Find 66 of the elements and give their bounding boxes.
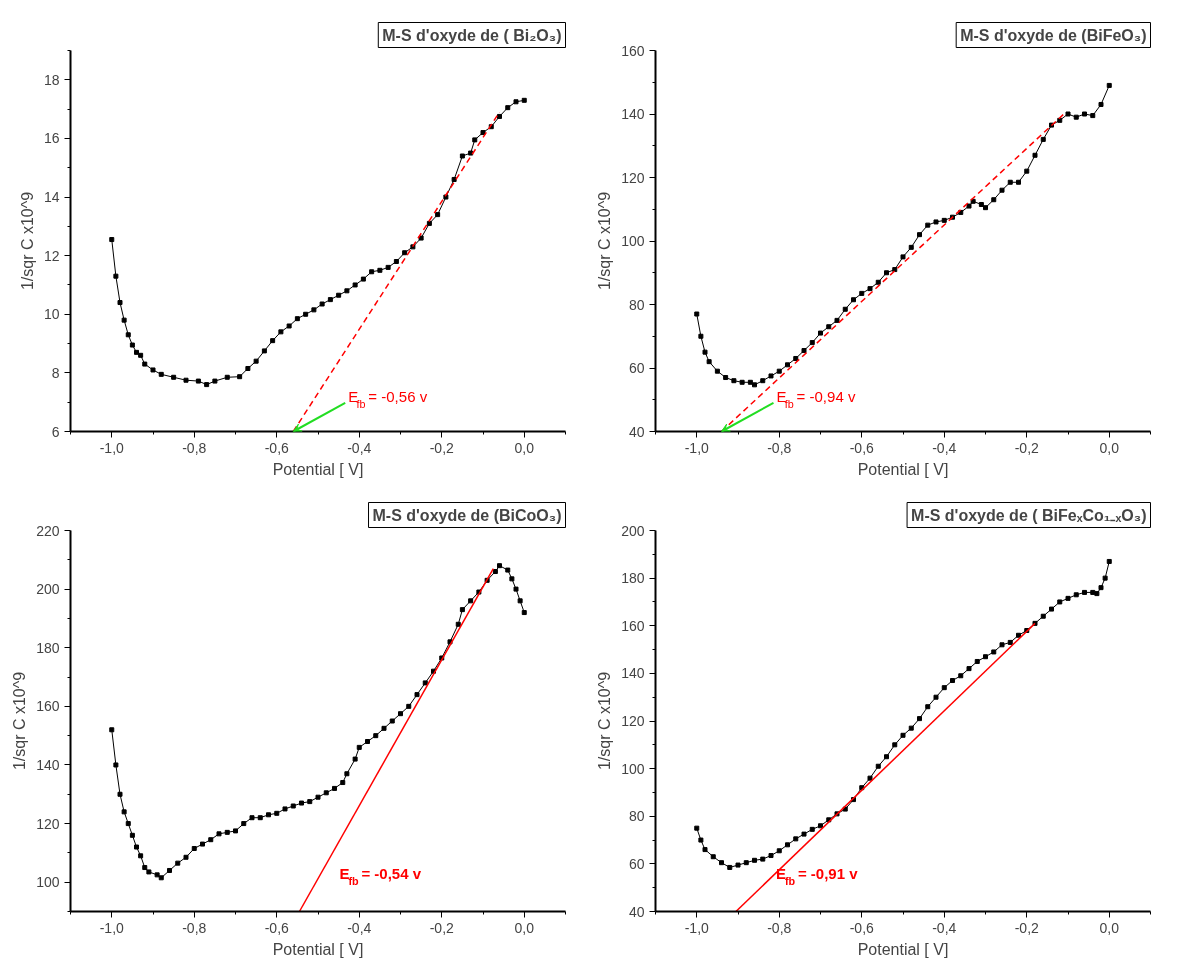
y-tick-label: 120 <box>621 169 645 186</box>
y-tick-label: 12 <box>43 247 60 264</box>
chart-title: M-S d'oxyde de ( Bi₂O₃) <box>382 26 562 44</box>
x-tick-label: -0,8 <box>767 439 792 456</box>
y-tick-label: 100 <box>621 760 645 777</box>
x-tick-label: -0,6 <box>849 919 875 936</box>
x-tick-label: 0,0 <box>514 919 535 936</box>
x-tick-label: -0,8 <box>182 439 207 456</box>
y-tick-label: 200 <box>36 581 60 598</box>
chart-title: M-S d'oxyde de (BiCoO₃) <box>372 506 562 524</box>
y-tick-label: 100 <box>621 233 645 249</box>
y-tick-label: 160 <box>621 42 645 59</box>
y-tick-label: 8 <box>51 364 60 381</box>
x-tick-label: 0,0 <box>514 439 535 456</box>
y-tick-label: 80 <box>628 808 645 825</box>
chart-title: M-S d'oxyde de ( BiFeₓCo₁₋ₓO₃) <box>911 506 1147 524</box>
x-tick-label: -0,2 <box>1014 439 1040 456</box>
x-tick-label: 0,0 <box>1099 439 1120 456</box>
x-axis-title: Potential [ V] <box>272 460 364 478</box>
y-axis-title: 1/sqr C x10^9 <box>596 191 614 291</box>
y-tick-label: 100 <box>36 874 60 891</box>
x-tick-label: -1,0 <box>99 919 125 936</box>
x-tick-label: -0,4 <box>932 919 957 936</box>
x-tick-label: -1,0 <box>99 439 125 456</box>
y-axis-title: 1/sqr C x10^9 <box>18 191 36 291</box>
x-tick-label: 0,0 <box>1099 919 1120 936</box>
x-tick-label: -0,4 <box>932 439 957 456</box>
x-tick-label: -0,4 <box>347 919 372 936</box>
y-tick-label: 220 <box>36 522 60 539</box>
x-tick-label: -1,0 <box>684 919 710 936</box>
y-tick-label: 18 <box>43 71 60 88</box>
y-axis-title: 1/sqr C x10^9 <box>11 671 29 771</box>
x-tick-label: -0,2 <box>429 439 455 456</box>
x-tick-label: -0,6 <box>849 439 875 456</box>
chart-title: M-S d'oxyde de (BiFeO₃) <box>960 26 1147 44</box>
y-tick-label: 14 <box>43 189 60 206</box>
y-tick-label: 160 <box>36 698 60 715</box>
y-tick-label: 6 <box>51 423 60 440</box>
x-tick-label: -0,4 <box>347 439 372 456</box>
x-tick-label: -0,6 <box>264 439 290 456</box>
y-tick-label: 60 <box>628 855 645 872</box>
y-tick-label: 80 <box>628 296 645 313</box>
x-tick-label: -0,2 <box>1014 919 1040 936</box>
y-tick-label: 180 <box>36 639 60 656</box>
x-tick-label: -0,2 <box>429 919 455 936</box>
x-tick-label: -1,0 <box>684 439 710 456</box>
y-tick-label: 60 <box>628 360 645 376</box>
y-tick-label: 180 <box>621 570 645 587</box>
y-tick-label: 140 <box>621 106 645 122</box>
y-tick-label: 10 <box>43 306 60 323</box>
y-tick-label: 160 <box>621 617 645 634</box>
x-axis-title: Potential [ V] <box>857 460 949 478</box>
y-tick-label: 40 <box>628 903 645 920</box>
x-tick-label: -0,8 <box>767 919 792 936</box>
y-tick-label: 40 <box>628 423 645 440</box>
y-axis-title: 1/sqr C x10^9 <box>596 671 614 771</box>
y-tick-label: 140 <box>621 665 645 682</box>
x-axis-title: Potential [ V] <box>857 940 949 958</box>
x-tick-label: -0,6 <box>264 919 290 936</box>
y-tick-label: 120 <box>621 713 645 729</box>
x-axis-title: Potential [ V] <box>272 940 364 958</box>
y-tick-label: 120 <box>36 815 60 832</box>
y-tick-label: 200 <box>621 522 645 539</box>
y-tick-label: 140 <box>36 756 60 773</box>
x-tick-label: -0,8 <box>182 919 207 936</box>
y-tick-label: 16 <box>43 130 60 147</box>
